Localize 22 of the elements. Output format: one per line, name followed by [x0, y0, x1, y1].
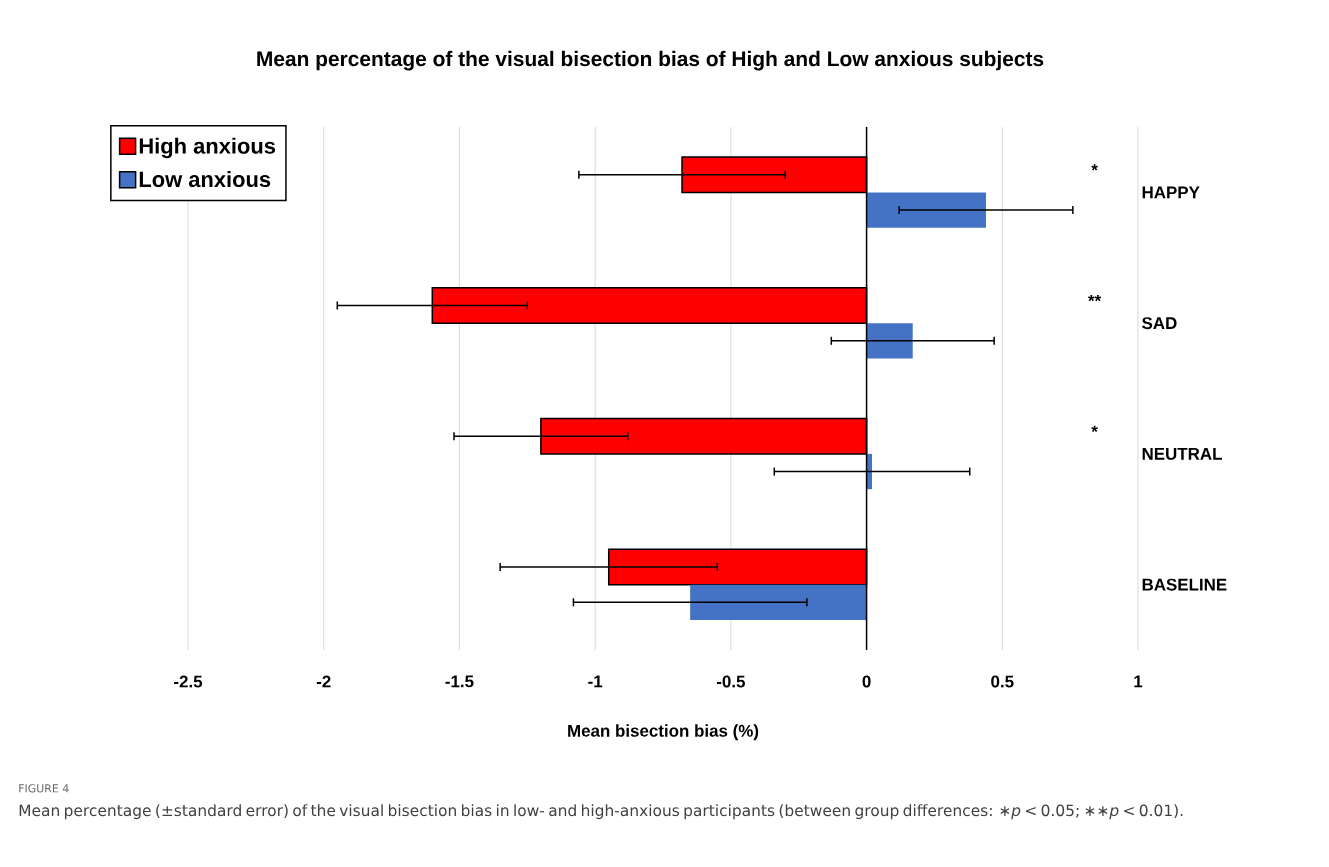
- text: Mean percentage (±standard error) of the visual bisection bias in low- and high-anxious participants (between group differences: ∗p < 0.05; ∗∗p < 0.01).: [19, 804, 1183, 820]
- x-tick-label: 0: [862, 675, 871, 688]
- x-tick-label: 0.5: [991, 675, 1014, 688]
- annotation: *: [1091, 425, 1098, 432]
- y-tick-label: HAPPY: [1142, 186, 1200, 199]
- x-tick-label: -1.5: [445, 675, 474, 688]
- y-tick-label: SAD: [1142, 317, 1177, 330]
- annotation: *: [1091, 164, 1098, 171]
- x-tick-label: -2.5: [174, 675, 203, 688]
- x-tick-label: -0.5: [716, 675, 745, 688]
- annotation: **: [1088, 294, 1102, 302]
- chart-title: Mean percentage of the visual bisection bias of High and Low anxious subjects: [257, 50, 1044, 71]
- x-tick-label: -1: [588, 675, 603, 688]
- x-tick-label: 1: [1134, 675, 1143, 688]
- x-axis-title: Mean bisection bias (%): [568, 724, 759, 741]
- legend-label: Low anxious: [139, 171, 271, 188]
- bar: [866, 323, 913, 359]
- x-tick-label: -2: [316, 675, 331, 688]
- legend-label: High anxious: [139, 137, 276, 159]
- caption: FIGURE 4: [19, 784, 69, 793]
- y-tick-label: NEUTRAL: [1142, 447, 1222, 460]
- y-tick-label: BASELINE: [1142, 578, 1227, 591]
